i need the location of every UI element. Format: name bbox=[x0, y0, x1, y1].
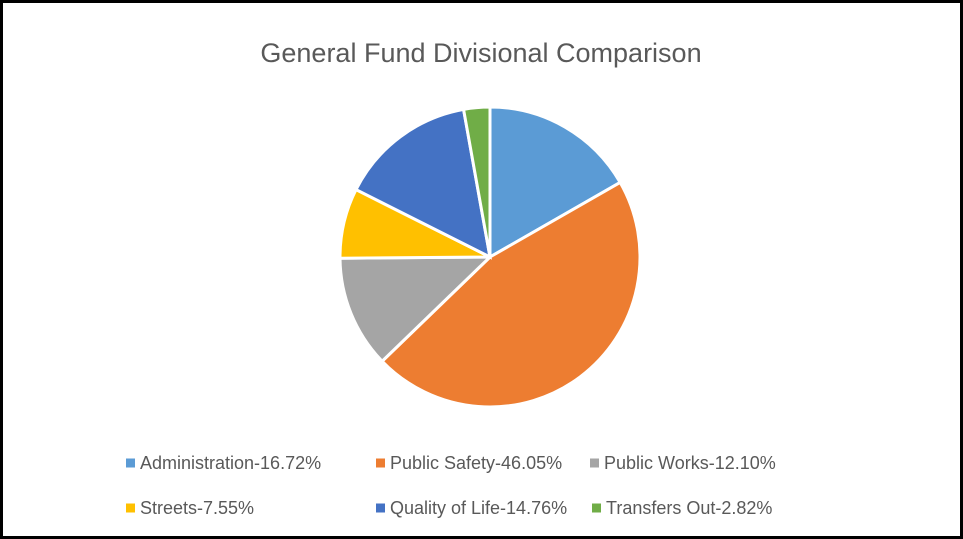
legend-marker bbox=[376, 458, 385, 468]
legend-text: Transfers Out-2.82% bbox=[606, 498, 772, 518]
pie-slice bbox=[353, 107, 493, 260]
pie-slice bbox=[338, 255, 494, 364]
legend-text: Administration-16.72% bbox=[140, 453, 321, 473]
legend-text: Quality of Life-14.76% bbox=[390, 498, 567, 518]
legend-text: Streets-7.55% bbox=[140, 498, 254, 518]
legend-marker bbox=[590, 458, 599, 468]
pie-slice bbox=[461, 105, 492, 258]
pie-slice bbox=[488, 105, 623, 260]
chart-title: General Fund Divisional Comparison bbox=[260, 38, 701, 68]
legend-marker bbox=[126, 503, 135, 513]
legend-text: Public Safety-46.05% bbox=[390, 453, 562, 473]
pie-slice bbox=[380, 180, 642, 409]
legend-text: Public Works-12.10% bbox=[604, 453, 776, 473]
legend-marker bbox=[592, 503, 601, 513]
legend-marker bbox=[376, 503, 385, 513]
legend-marker bbox=[126, 458, 135, 468]
